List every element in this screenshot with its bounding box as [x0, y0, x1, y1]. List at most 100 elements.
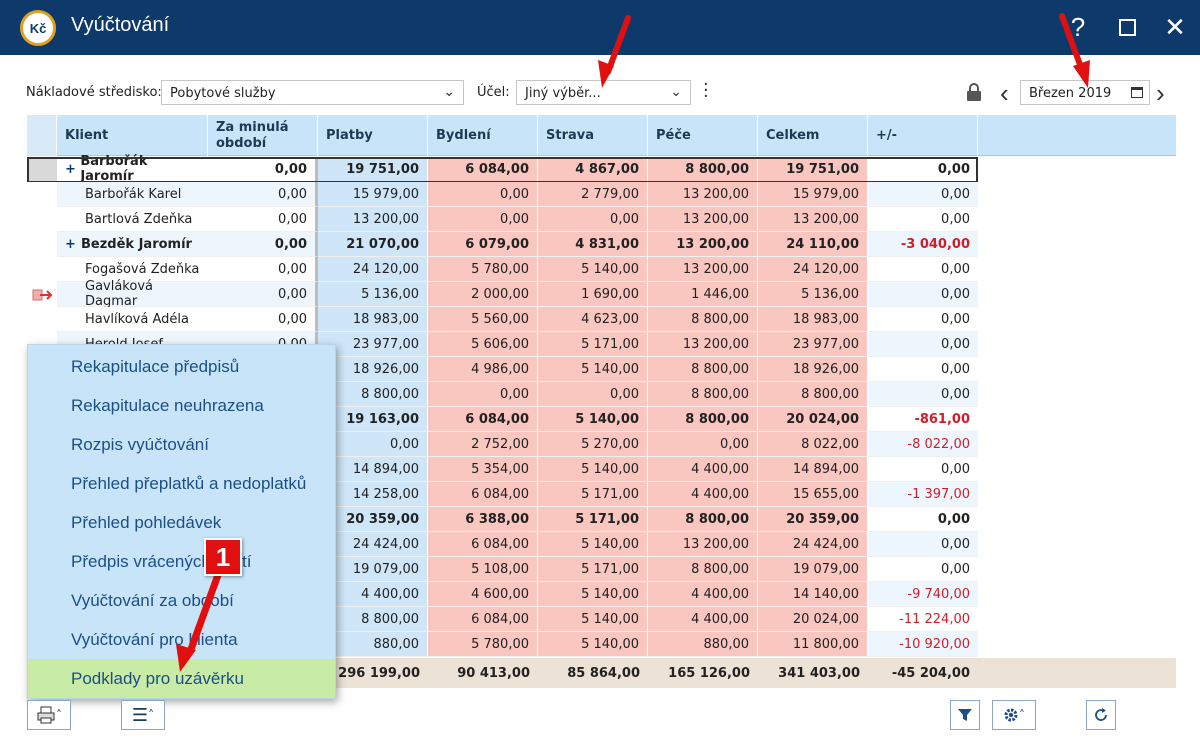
cell-payments[interactable]: 4 400,00 [318, 582, 428, 607]
cell-food[interactable]: 1 690,00 [538, 282, 648, 307]
cell-housing[interactable]: 4 600,00 [428, 582, 538, 607]
cell-care[interactable]: 13 200,00 [648, 257, 758, 282]
cell-total[interactable]: 23 977,00 [758, 332, 868, 357]
print-menu-button[interactable]: ˄ [27, 700, 71, 730]
cell-payments[interactable]: 19 163,00 [318, 407, 428, 432]
cell-difference[interactable]: -1 397,00 [868, 482, 978, 507]
menu-item[interactable]: Rekapitulace předpisů [71, 356, 240, 376]
cell-previous-periods[interactable]: 0,00 [208, 232, 318, 257]
table-row[interactable]: Fogašová Zdeňka 0,00 24 120,00 5 780,00 5 14… [27, 257, 1176, 282]
cost-center-select[interactable]: Pobytové služby ⌄ [161, 80, 464, 105]
cell-client[interactable]: Havlíková Adéla [57, 307, 208, 332]
cell-care[interactable]: 1 446,00 [648, 282, 758, 307]
cell-payments[interactable]: 21 070,00 [318, 232, 428, 257]
cell-total[interactable]: 14 140,00 [758, 582, 868, 607]
cell-care[interactable]: 4 400,00 [648, 457, 758, 482]
cell-housing[interactable]: 2 752,00 [428, 432, 538, 457]
cell-previous-periods[interactable]: 0,00 [208, 157, 318, 182]
cell-food[interactable]: 5 140,00 [538, 257, 648, 282]
cell-housing[interactable]: 5 780,00 [428, 257, 538, 282]
cell-total[interactable]: 24 120,00 [758, 257, 868, 282]
cell-difference[interactable]: -861,00 [868, 407, 978, 432]
menu-item[interactable]: Předpis vrácených částí [71, 551, 252, 571]
cell-payments[interactable]: 880,00 [318, 632, 428, 657]
cell-care[interactable]: 8 800,00 [648, 357, 758, 382]
cell-difference[interactable]: -3 040,00 [868, 232, 978, 257]
menu-item[interactable]: Rekapitulace neuhrazena [71, 395, 264, 415]
cell-payments[interactable]: 19 751,00 [318, 157, 428, 182]
cell-difference[interactable]: 0,00 [868, 532, 978, 557]
cell-housing[interactable]: 5 354,00 [428, 457, 538, 482]
more-options-icon[interactable]: · · · [703, 74, 709, 107]
menu-item[interactable]: Vyúčtování za období [71, 590, 234, 610]
period-picker[interactable]: Březen 2019 [1020, 80, 1150, 105]
cell-previous-periods[interactable]: 0,00 [208, 182, 318, 207]
header-payments[interactable]: Platby [318, 115, 428, 156]
purpose-select[interactable]: Jiný výběr... ⌄ [516, 80, 691, 105]
cell-difference[interactable]: 0,00 [868, 307, 978, 332]
cell-care[interactable]: 13 200,00 [648, 332, 758, 357]
cell-food[interactable]: 5 140,00 [538, 607, 648, 632]
cell-food[interactable]: 5 171,00 [538, 507, 648, 532]
cell-food[interactable]: 5 270,00 [538, 432, 648, 457]
cell-total[interactable]: 18 983,00 [758, 307, 868, 332]
cell-payments[interactable]: 20 359,00 [318, 507, 428, 532]
cell-housing[interactable]: 5 606,00 [428, 332, 538, 357]
cell-payments[interactable]: 0,00 [318, 432, 428, 457]
cell-payments[interactable]: 18 926,00 [318, 357, 428, 382]
cell-housing[interactable]: 6 084,00 [428, 482, 538, 507]
cell-difference[interactable]: -8 022,00 [868, 432, 978, 457]
expand-icon[interactable]: + [65, 161, 76, 177]
cell-total[interactable]: 20 024,00 [758, 407, 868, 432]
table-row[interactable]: Gavláková Dagmar 0,00 5 136,00 2 000,00 1 69… [27, 279, 1176, 309]
cell-payments[interactable]: 18 983,00 [318, 307, 428, 332]
header-total[interactable]: Celkem [758, 115, 868, 156]
cell-payments[interactable]: 19 079,00 [318, 557, 428, 582]
cell-payments[interactable]: 14 894,00 [318, 457, 428, 482]
cell-difference[interactable]: -9 740,00 [868, 582, 978, 607]
cell-total[interactable]: 15 655,00 [758, 482, 868, 507]
previous-period-button[interactable]: ‹ [1000, 78, 1009, 108]
cell-housing[interactable]: 6 084,00 [428, 157, 538, 182]
cell-care[interactable]: 0,00 [648, 432, 758, 457]
header-difference[interactable]: +/- [868, 115, 978, 156]
cell-total[interactable]: 24 424,00 [758, 532, 868, 557]
cell-total[interactable]: 11 800,00 [758, 632, 868, 657]
cell-difference[interactable]: 0,00 [868, 357, 978, 382]
cell-payments[interactable]: 8 800,00 [318, 607, 428, 632]
cell-care[interactable]: 8 800,00 [648, 507, 758, 532]
cell-client[interactable]: + Bezděk Jaromír [57, 232, 208, 257]
cell-care[interactable]: 8 800,00 [648, 157, 758, 182]
cell-care[interactable]: 13 200,00 [648, 532, 758, 557]
cell-care[interactable]: 13 200,00 [648, 182, 758, 207]
cell-client[interactable]: Barbořák Karel [57, 182, 208, 207]
cell-care[interactable]: 8 800,00 [648, 382, 758, 407]
cell-total[interactable]: 13 200,00 [758, 207, 868, 232]
cell-difference[interactable]: 0,00 [868, 507, 978, 532]
cell-care[interactable]: 8 800,00 [648, 557, 758, 582]
cell-housing[interactable]: 5 780,00 [428, 632, 538, 657]
cell-difference[interactable]: 0,00 [868, 382, 978, 407]
cell-client[interactable]: Fogašová Zdeňka [57, 257, 208, 282]
cell-housing[interactable]: 6 084,00 [428, 407, 538, 432]
maximize-button[interactable] [1112, 12, 1142, 42]
cell-housing[interactable]: 6 388,00 [428, 507, 538, 532]
menu-item[interactable]: Přehled pohledávek [71, 512, 222, 532]
cell-care[interactable]: 880,00 [648, 632, 758, 657]
cell-total[interactable]: 8 022,00 [758, 432, 868, 457]
cell-care[interactable]: 8 800,00 [648, 307, 758, 332]
cell-care[interactable]: 4 400,00 [648, 607, 758, 632]
header-client[interactable]: Klient [57, 115, 208, 156]
cell-difference[interactable]: 0,00 [868, 207, 978, 232]
header-housing[interactable]: Bydlení [428, 115, 538, 156]
cell-difference[interactable]: 0,00 [868, 157, 978, 182]
settings-button[interactable]: ˄ [992, 700, 1036, 730]
cell-total[interactable]: 19 079,00 [758, 557, 868, 582]
cell-difference[interactable]: 0,00 [868, 282, 978, 307]
refresh-button[interactable] [1086, 700, 1116, 730]
cell-housing[interactable]: 2 000,00 [428, 282, 538, 307]
cell-food[interactable]: 5 140,00 [538, 582, 648, 607]
reports-menu-button[interactable]: ☰ ˄ [121, 700, 165, 730]
cell-food[interactable]: 5 171,00 [538, 332, 648, 357]
cell-food[interactable]: 5 140,00 [538, 632, 648, 657]
